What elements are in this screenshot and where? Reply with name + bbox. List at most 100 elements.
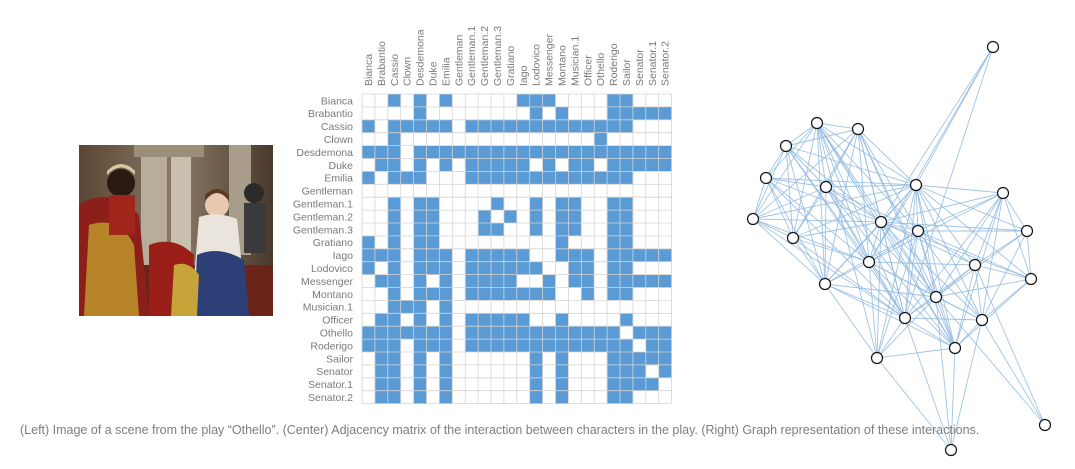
matrix-cell-filled <box>658 352 672 365</box>
matrix-cell-filled <box>607 364 620 378</box>
matrix-cell-filled <box>362 145 375 159</box>
matrix-cell-filled <box>555 235 569 249</box>
matrix-cell-filled <box>594 171 608 185</box>
graph-edge <box>765 177 827 188</box>
matrix-cell-filled <box>620 197 633 211</box>
matrix-cell-filled <box>555 145 569 159</box>
matrix-row-label: Senator <box>316 366 353 378</box>
matrix-cell-filled <box>645 158 659 172</box>
matrix-cell-filled <box>542 158 556 172</box>
matrix-grid <box>361 93 672 405</box>
matrix-cell-filled <box>568 171 582 185</box>
matrix-cell-filled <box>555 210 569 223</box>
graph-edge <box>954 192 1004 349</box>
matrix-row-label: Cassio <box>321 121 353 133</box>
graph-edge <box>792 237 906 319</box>
matrix-cell-filled <box>439 390 453 404</box>
graph-edge <box>816 122 917 186</box>
graph-edge <box>880 192 1004 223</box>
matrix-cell-filled <box>387 390 401 404</box>
matrix-cell-filled <box>465 313 479 327</box>
matrix-cell-filled <box>555 390 569 404</box>
matrix-cell-filled <box>529 390 543 404</box>
matrix-column-label: Gratiano <box>505 46 517 86</box>
graph-edge <box>917 230 983 321</box>
matrix-cell-filled <box>439 261 453 275</box>
matrix-cell-filled <box>568 274 582 288</box>
matrix-cell-filled <box>516 339 530 352</box>
matrix-cell-filled <box>594 145 608 159</box>
matrix-cell-filled <box>555 377 569 391</box>
matrix-cell-filled <box>581 261 595 275</box>
matrix-row-label: Officer <box>322 315 353 327</box>
matrix-cell-filled <box>362 235 375 249</box>
graph-edge <box>816 122 826 285</box>
matrix-cell-filled <box>542 339 556 352</box>
matrix-cell-filled <box>542 274 556 288</box>
matrix-cell-filled <box>542 119 556 133</box>
graph-edge <box>974 264 983 321</box>
graph-edge <box>785 122 818 147</box>
matrix-column-labels: Bianca Brabantio Cassio Clown Desdemona Duke E… <box>363 26 672 86</box>
graph-edge <box>904 184 917 319</box>
matrix-cell-filled <box>426 145 440 159</box>
matrix-cell-filled <box>632 158 646 172</box>
matrix-cell-filled <box>620 390 633 404</box>
matrix-cell-filled <box>362 248 375 262</box>
graph-node <box>810 116 824 130</box>
matrix-cell-filled <box>620 248 633 262</box>
matrix-cell-filled <box>387 145 401 159</box>
matrix-cell-filled <box>632 364 646 378</box>
matrix-cell-filled <box>413 352 427 365</box>
matrix-cell-filled <box>516 287 530 301</box>
graph-node <box>746 212 760 226</box>
matrix-cell-filled <box>387 119 401 133</box>
matrix-cell-filled <box>387 158 401 172</box>
graph-edge <box>915 184 1028 232</box>
matrix-column-label: Duke <box>427 61 439 86</box>
matrix-cell-filled <box>607 261 620 275</box>
matrix-cell-filled <box>581 274 595 288</box>
matrix-cell-filled <box>620 313 633 327</box>
matrix-cell-filled <box>632 106 646 120</box>
matrix-cell-filled <box>426 326 440 340</box>
matrix-cell-filled <box>503 248 517 262</box>
matrix-cell-filled <box>413 274 427 288</box>
matrix-cell-filled <box>658 106 672 120</box>
matrix-cell-filled <box>491 326 504 340</box>
matrix-cell-filled <box>658 339 672 352</box>
matrix-column-label: Musician.1 <box>569 36 581 86</box>
matrix-cell-filled <box>374 339 388 352</box>
matrix-cell-filled <box>516 261 530 275</box>
matrix-cell-filled <box>529 119 543 133</box>
matrix-cell-filled <box>413 287 427 301</box>
graph-edge <box>816 122 919 232</box>
matrix-cell-filled <box>607 326 620 340</box>
matrix-cell-filled <box>478 223 491 236</box>
matrix-cell-filled <box>413 171 427 185</box>
matrix-cell-filled <box>491 223 504 236</box>
matrix-cell-filled <box>645 377 659 391</box>
matrix-cell-filled <box>400 171 414 185</box>
matrix-cell-filled <box>658 274 672 288</box>
matrix-column-label: Brabantio <box>376 41 388 86</box>
matrix-cell-filled <box>555 223 569 236</box>
matrix-cell-filled <box>568 210 582 223</box>
matrix-column-label: Sailor <box>621 59 633 86</box>
matrix-cell-filled <box>503 261 517 275</box>
matrix-cell-filled <box>503 339 517 352</box>
graph-edges <box>752 46 1046 451</box>
matrix-cell-filled <box>439 352 453 365</box>
matrix-cell-filled <box>568 119 582 133</box>
matrix-cell-filled <box>400 119 414 133</box>
matrix-cell-filled <box>555 171 569 185</box>
matrix-cell-filled <box>607 377 620 391</box>
matrix-cell-filled <box>413 248 427 262</box>
matrix-cell-filled <box>413 106 427 120</box>
matrix-cell-filled <box>529 210 543 223</box>
graph-node <box>975 313 989 327</box>
matrix-column-label: Emilia <box>440 57 452 86</box>
matrix-column-label: Desdemona <box>415 29 427 86</box>
graph-edge <box>974 230 1028 266</box>
